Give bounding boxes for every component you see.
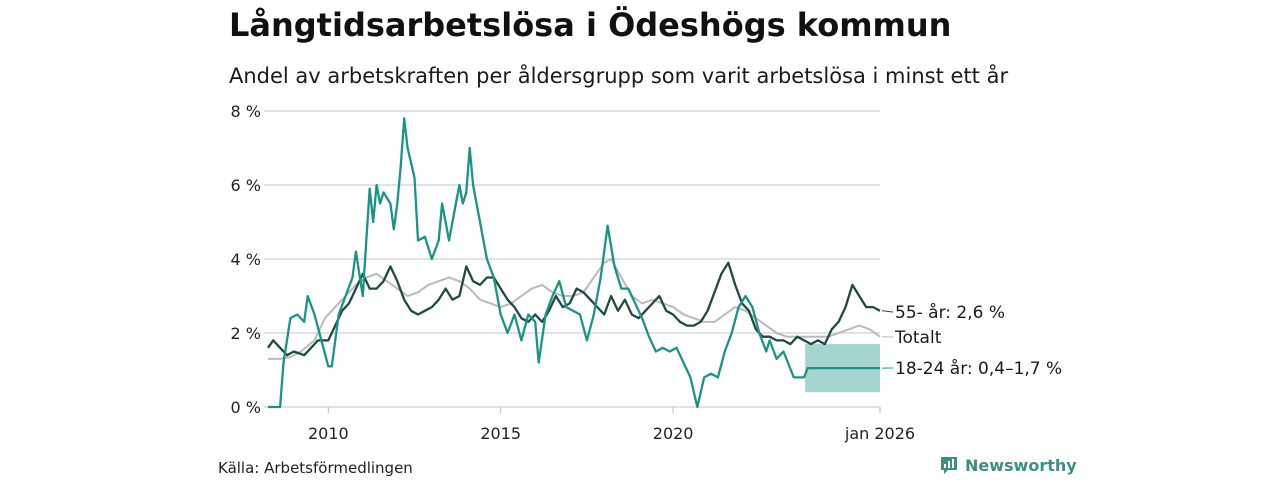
- y-tick-label: 6 %: [231, 176, 261, 195]
- y-tick-label: 4 %: [231, 250, 261, 269]
- x-tick-label: 2020: [653, 424, 694, 443]
- series-line-18-24-r: [268, 117, 880, 409]
- x-tick-label: 2010: [308, 424, 349, 443]
- chart-subtitle: Andel av arbetskraften per åldersgrupp s…: [229, 64, 1009, 88]
- y-tick-label: 0 %: [231, 398, 261, 417]
- series-end-label: 18-24 år: 0,4–1,7 %: [895, 358, 1062, 379]
- end-label-connector: [881, 310, 894, 313]
- y-tick-label: 2 %: [231, 324, 261, 343]
- brand-name: Newsworthy: [965, 455, 1077, 475]
- series-line-55-r: [267, 261, 881, 357]
- source-note: Källa: Arbetsförmedlingen: [218, 459, 413, 477]
- series-end-label: Totalt: [894, 328, 942, 348]
- series-end-label: 55- år: 2,6 %: [895, 302, 1005, 323]
- brand-logo[interactable]: Newsworthy: [939, 455, 1077, 475]
- series-line-totalt: [268, 258, 881, 360]
- line-chart: 0 % 2 % 4 % 6 % 8 % 2010 2015 2020 jan 2026 Total…: [231, 102, 1063, 443]
- x-tick-label: 2015: [480, 424, 521, 443]
- y-tick-label: 8 %: [231, 102, 261, 121]
- newsworthy-logo-icon: [941, 457, 957, 474]
- chart-title: Långtidsarbetslösa i Ödeshögs kommun: [229, 6, 952, 44]
- x-tick-label: jan 2026: [844, 424, 915, 443]
